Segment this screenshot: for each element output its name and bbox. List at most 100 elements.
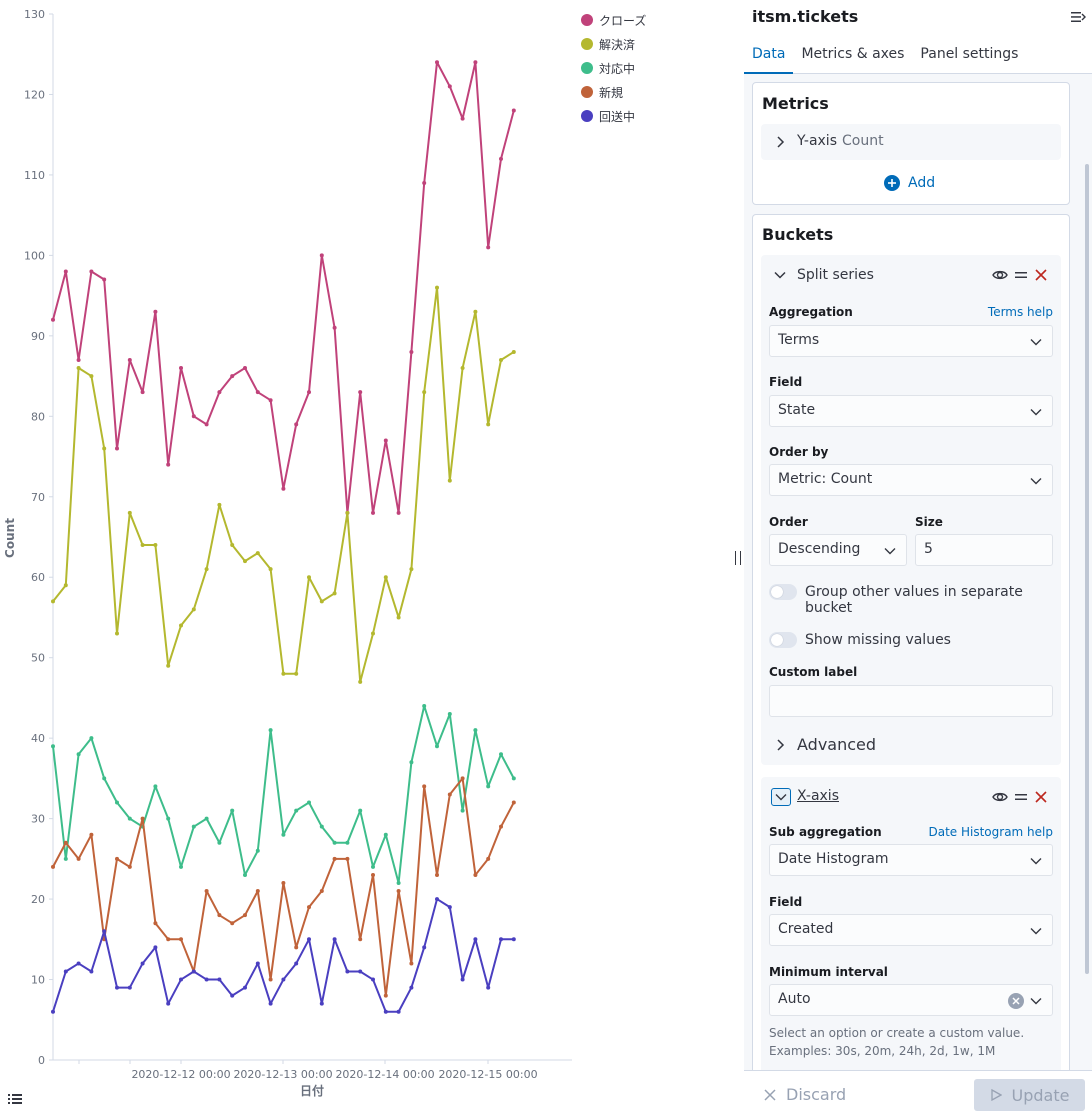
add-metric-button[interactable]: Add <box>884 175 935 191</box>
tab-data[interactable]: Data <box>744 38 794 74</box>
data-point <box>281 832 286 837</box>
data-point <box>140 961 145 966</box>
minimum-interval-select[interactable]: Auto <box>769 984 1053 1016</box>
data-point <box>511 800 516 805</box>
data-point <box>102 776 107 781</box>
x-tick-label: 2020-12-12 00:00 <box>131 1068 230 1081</box>
metrics-card: Metrics Y-axis Count Add <box>752 82 1070 205</box>
legend-item[interactable]: クローズ <box>581 8 701 32</box>
data-point <box>422 390 427 395</box>
data-point <box>345 840 350 845</box>
data-point <box>409 985 414 990</box>
data-point <box>268 977 273 982</box>
sub-aggregation-label: Sub aggregation <box>769 825 882 839</box>
legend-item[interactable]: 新規 <box>581 80 701 104</box>
order-select[interactable]: Descending <box>769 534 907 566</box>
field-select[interactable]: State <box>769 395 1053 427</box>
chevron-right-icon[interactable] <box>773 135 787 149</box>
panel-scrollbar[interactable] <box>1085 164 1089 974</box>
grab-icon[interactable] <box>1013 789 1029 805</box>
line-chart: 0 10 20 30 40 50 60 70 80 90 100 110 120 130 2020-12-1… <box>3 8 572 1098</box>
data-point <box>345 510 350 515</box>
data-point <box>51 599 55 604</box>
terms-help-link[interactable]: Terms help <box>987 305 1053 319</box>
size-input[interactable]: 5 <box>915 534 1053 566</box>
split-series-title[interactable]: Split series <box>797 267 874 283</box>
tab-metrics-axes[interactable]: Metrics & axes <box>801 46 905 62</box>
discard-button[interactable]: Discard <box>764 1085 846 1104</box>
legend-swatch <box>581 38 593 50</box>
data-point <box>153 921 158 926</box>
data-point <box>204 977 209 982</box>
data-point <box>435 897 439 902</box>
data-point <box>371 864 375 869</box>
x-tick-label: 2020-12-14 00:00 <box>335 1068 434 1081</box>
sub-aggregation-select[interactable]: Date Histogram <box>769 844 1053 876</box>
advanced-toggle[interactable]: Advanced <box>797 735 877 754</box>
aggregation-select[interactable]: Terms <box>769 325 1053 357</box>
clear-icon[interactable] <box>1008 993 1024 1009</box>
date-histogram-help-link[interactable]: Date Histogram help <box>928 825 1054 839</box>
data-point <box>396 889 401 894</box>
data-point <box>307 575 311 580</box>
data-point <box>371 977 375 982</box>
data-point <box>511 108 516 113</box>
data-point <box>499 357 503 362</box>
data-point <box>511 776 516 781</box>
custom-label-input[interactable] <box>769 685 1053 717</box>
group-other-toggle[interactable] <box>769 584 797 600</box>
chevron-down-icon <box>775 794 787 801</box>
editor-scroll-area[interactable]: Metrics Y-axis Count Add Buckets <box>744 74 1092 1070</box>
data-point <box>447 712 452 717</box>
tab-panel-settings[interactable]: Panel settings <box>920 46 1019 62</box>
order-by-select[interactable]: Metric: Count <box>769 464 1053 496</box>
legend-item[interactable]: 回送中 <box>581 104 701 128</box>
data-point <box>115 985 119 990</box>
legend-label: 回送中 <box>599 109 636 124</box>
data-point <box>281 671 286 676</box>
x-field-select[interactable]: Created <box>769 914 1053 946</box>
cross-icon <box>764 1088 776 1101</box>
update-button[interactable]: Update <box>974 1079 1085 1111</box>
data-point <box>473 728 478 733</box>
data-point <box>268 398 273 403</box>
data-point <box>217 390 222 395</box>
data-point <box>204 816 209 821</box>
data-point <box>460 366 465 371</box>
data-point <box>422 180 427 185</box>
play-icon <box>990 1089 1002 1101</box>
size-value: 5 <box>924 541 933 557</box>
data-point <box>153 309 158 314</box>
x-tick-label: 2020-12-15 00:00 <box>438 1068 537 1081</box>
legend-item[interactable]: 対応中 <box>581 56 701 80</box>
cross-icon[interactable] <box>1033 789 1049 805</box>
data-point <box>422 703 427 708</box>
chevron-down-icon[interactable] <box>773 268 787 282</box>
cross-icon[interactable] <box>1033 267 1049 283</box>
menu-right-icon[interactable] <box>1070 9 1086 25</box>
editor-tabs: Data Metrics & axes Panel settings <box>744 38 1092 74</box>
chevron-down-icon <box>1030 478 1042 485</box>
data-point <box>115 856 119 861</box>
data-point <box>358 808 363 813</box>
data-point <box>460 116 465 121</box>
legend-item[interactable]: 解決済 <box>581 32 701 56</box>
data-point <box>102 277 107 282</box>
chevron-right-icon[interactable] <box>773 738 787 752</box>
show-missing-toggle[interactable] <box>769 632 797 648</box>
data-point <box>51 317 55 322</box>
x-axis-collapse-button[interactable] <box>771 788 791 806</box>
x-axis-title[interactable]: X-axis <box>797 788 839 804</box>
eye-icon[interactable] <box>992 789 1008 805</box>
metric-yaxis-row[interactable]: Y-axis Count <box>761 124 1061 160</box>
resize-handle[interactable] <box>735 551 741 565</box>
data-point <box>191 969 196 974</box>
eye-icon[interactable] <box>992 267 1008 283</box>
list-icon[interactable] <box>5 1089 25 1109</box>
data-point <box>281 977 286 982</box>
data-point <box>140 816 145 821</box>
data-point <box>319 253 324 258</box>
custom-label-label: Custom label <box>769 665 858 679</box>
grab-icon[interactable] <box>1013 267 1029 283</box>
aggregation-value: Terms <box>778 332 820 348</box>
